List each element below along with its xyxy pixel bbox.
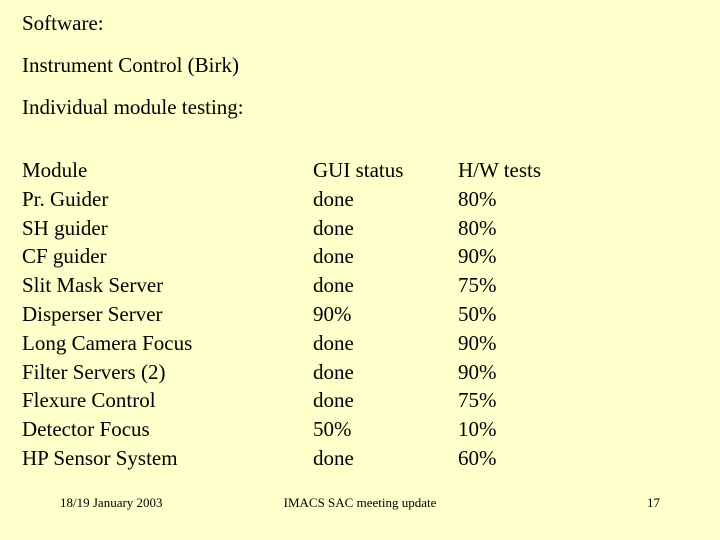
- module-name-cell: Pr. Guider: [22, 186, 109, 211]
- footer-date: 18/19 January 2003: [60, 495, 163, 510]
- module-name-cell: CF guider: [22, 244, 107, 269]
- hw-tests-cell: 60%: [458, 445, 497, 470]
- gui-status-cell: done: [313, 359, 354, 384]
- gui-status-cell: 50%: [313, 417, 352, 442]
- hw-tests-cell: 75%: [458, 273, 497, 298]
- intro-line-instrument-control: Instrument Control (Birk): [22, 53, 239, 77]
- hw-tests-cell: 80%: [458, 186, 497, 211]
- table-row: SH guider done 80%: [22, 214, 541, 243]
- gui-status-cell: done: [313, 215, 354, 240]
- module-name-cell: Slit Mask Server: [22, 273, 164, 298]
- hw-tests-cell: 75%: [458, 388, 497, 413]
- table-row: Pr. Guider done 80%: [22, 185, 541, 214]
- intro-line-module-testing: Individual module testing:: [22, 95, 244, 119]
- table-row: CF guider done 90%: [22, 242, 541, 271]
- module-name-cell: Disperser Server: [22, 301, 163, 326]
- header-gui-status: GUI status: [313, 158, 404, 182]
- module-table: Module GUI status H/W tests Pr. Guider do…: [22, 156, 541, 473]
- header-hw-tests: H/W tests: [458, 158, 542, 182]
- gui-status-cell: done: [313, 186, 354, 211]
- footer-page-number: 17: [647, 495, 660, 510]
- module-name-cell: SH guider: [22, 215, 108, 240]
- table-header-row: Module GUI status H/W tests: [22, 156, 541, 185]
- module-name-cell: Flexure Control: [22, 388, 156, 413]
- hw-tests-cell: 90%: [458, 244, 497, 269]
- table-row: Flexure Control done 75%: [22, 386, 541, 415]
- gui-status-cell: done: [313, 330, 354, 355]
- gui-status-cell: done: [313, 445, 354, 470]
- table-row: Disperser Server 90% 50%: [22, 300, 541, 329]
- footer-title: IMACS SAC meeting update: [283, 495, 437, 510]
- table-row: HP Sensor System done 60%: [22, 444, 541, 473]
- gui-status-cell: done: [313, 244, 354, 269]
- module-name-cell: HP Sensor System: [22, 445, 178, 470]
- hw-tests-cell: 90%: [458, 330, 497, 355]
- module-name-cell: Filter Servers (2): [22, 359, 166, 384]
- gui-status-cell: 90%: [313, 301, 352, 326]
- gui-status-cell: done: [313, 273, 354, 298]
- table-row: Long Camera Focus done 90%: [22, 329, 541, 358]
- table-row: Detector Focus 50% 10%: [22, 415, 541, 444]
- table-row: Filter Servers (2) done 90%: [22, 358, 541, 387]
- hw-tests-cell: 80%: [458, 215, 497, 240]
- hw-tests-cell: 50%: [458, 301, 497, 326]
- table-row: Slit Mask Server done 75%: [22, 271, 541, 300]
- hw-tests-cell: 90%: [458, 359, 497, 384]
- module-name-cell: Detector Focus: [22, 417, 150, 442]
- header-module: Module: [22, 158, 88, 182]
- module-name-cell: Long Camera Focus: [22, 330, 193, 355]
- intro-line-software: Software:: [22, 11, 104, 35]
- gui-status-cell: done: [313, 388, 354, 413]
- hw-tests-cell: 10%: [458, 417, 497, 442]
